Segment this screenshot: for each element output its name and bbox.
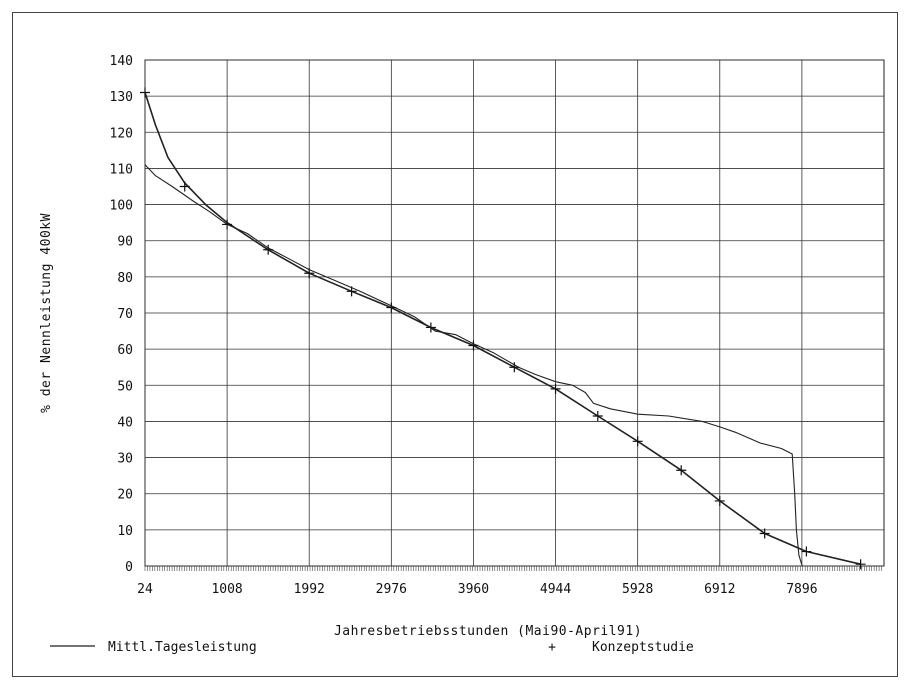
x-tick-label: 2976 xyxy=(376,582,407,597)
x-tick-label: 1992 xyxy=(294,582,325,597)
konzeptstudie-plus-marker xyxy=(632,436,643,447)
y-tick-label: 80 xyxy=(117,271,133,286)
y-tick-label: 20 xyxy=(117,488,133,503)
chart-frame xyxy=(12,12,898,677)
konzeptstudie-plus-marker xyxy=(140,87,150,98)
y-tick-label: 100 xyxy=(110,199,133,214)
x-axis-label: Jahresbetriebsstunden (Mai90-April91) xyxy=(334,624,642,639)
konzeptstudie-plus-marker xyxy=(801,546,812,557)
x-tick-label: 7896 xyxy=(786,582,817,597)
konzeptstudie-plus-marker xyxy=(509,362,520,373)
y-tick-label: 140 xyxy=(110,54,133,69)
x-tick-label: 1008 xyxy=(211,582,242,597)
y-tick-label: 120 xyxy=(110,126,133,141)
konzeptstudie-plus-marker xyxy=(676,465,687,476)
y-axis-label: % der Nennleistung 400kW xyxy=(39,213,54,413)
legend: Mittl.Tagesleistung + Konzeptstudie xyxy=(50,640,694,655)
x-axis-ticks: 24 1008 1992 2976 3960 4944 5928 6912 7896 xyxy=(137,566,882,597)
konzeptstudie-plus-marker xyxy=(386,302,397,313)
y-tick-label: 40 xyxy=(117,415,133,430)
legend-label-mittl-tagesleistung: Mittl.Tagesleistung xyxy=(108,640,257,655)
konzeptstudie-plus-marker xyxy=(714,495,725,506)
y-tick-label: 10 xyxy=(117,524,133,539)
konzeptstudie-plus-marker xyxy=(179,181,190,192)
y-tick-label: 60 xyxy=(117,343,133,358)
legend-plus-symbol: + xyxy=(548,640,556,655)
y-axis-ticks: 0 10 20 30 40 50 60 70 80 90 100 110 120 130 140 xyxy=(110,54,133,575)
konzeptstudie-plus-marker xyxy=(346,286,357,297)
y-tick-label: 110 xyxy=(110,162,133,177)
konzeptstudie-plus-marker xyxy=(304,268,315,279)
x-tick-label: 24 xyxy=(137,582,153,597)
legend-label-konzeptstudie: Konzeptstudie xyxy=(592,640,694,655)
series-layer xyxy=(140,87,866,570)
y-tick-label: 50 xyxy=(117,379,133,394)
konzeptstudie-plus-marker xyxy=(855,559,866,570)
konzeptstudie-plus-marker xyxy=(550,383,561,394)
y-tick-label: 90 xyxy=(117,235,133,250)
konzeptstudie-plus-marker xyxy=(468,340,479,351)
grid xyxy=(144,59,885,567)
y-tick-label: 70 xyxy=(117,307,133,322)
x-tick-label: 4944 xyxy=(540,582,571,597)
x-tick-label: 3960 xyxy=(458,582,489,597)
y-tick-label: 130 xyxy=(110,90,133,105)
konzeptstudie-plus-marker xyxy=(263,244,274,255)
konzeptstudie-plus-marker xyxy=(592,411,603,422)
x-tick-label: 5928 xyxy=(622,582,653,597)
konzeptstudie-plus-marker xyxy=(425,322,436,333)
y-tick-label: 30 xyxy=(117,452,133,467)
konzeptstudie-plus-marker xyxy=(222,219,233,230)
x-tick-label: 6912 xyxy=(704,582,735,597)
konzeptstudie-plus-marker xyxy=(759,528,770,539)
y-tick-label: 0 xyxy=(125,560,133,575)
